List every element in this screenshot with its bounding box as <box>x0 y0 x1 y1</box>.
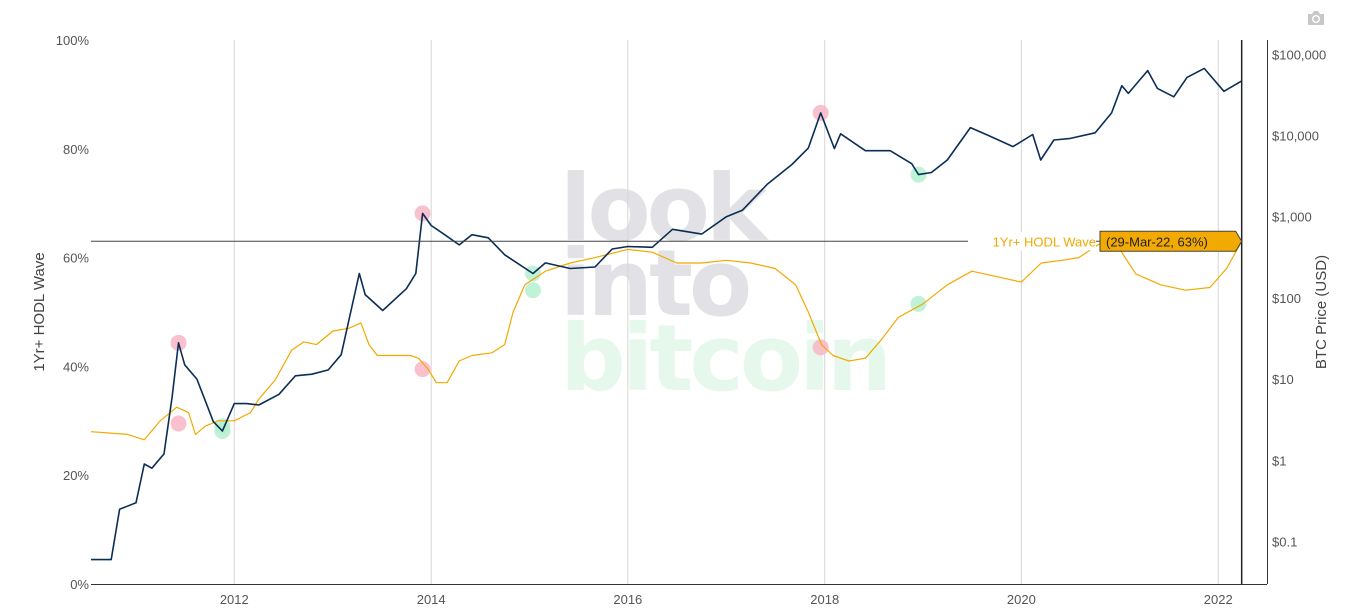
y-right-tick-label: $100,000 <box>1272 47 1326 62</box>
camera-icon[interactable] <box>1306 9 1326 27</box>
y-right-tick-label: $0.1 <box>1272 535 1297 550</box>
wave-peak-marker <box>414 361 431 378</box>
hover-tooltip: (29-Mar-22, 63%) <box>1099 230 1243 252</box>
series-layer <box>90 67 1243 561</box>
y-left-tick-labels: 0% 20% 40% 60% 80% 100% <box>56 33 90 592</box>
y-right-axis-title: BTC Price (USD) <box>1313 255 1330 369</box>
watermark-line-3: bitcoin <box>560 305 888 412</box>
watermark-line-1: look <box>560 155 769 262</box>
cycle-markers <box>170 104 927 439</box>
hodl-wave-line <box>90 240 1243 441</box>
x-gridlines <box>233 40 1219 584</box>
y-left-tick-label: 100% <box>56 33 90 48</box>
x-tick-label: 2020 <box>1007 592 1036 607</box>
x-tick-label: 2014 <box>417 592 446 607</box>
y-left-tick-label: 0% <box>70 577 89 592</box>
y-right-tick-label: $10 <box>1272 372 1294 387</box>
hover-label-plate <box>968 232 1096 251</box>
wave-bottom-marker <box>525 282 542 299</box>
y-left-axis-title: 1Yr+ HODL Wave <box>31 252 48 371</box>
y-right-tick-labels: $0.1 $1 $10 $100 $1,000 $10,000 $100,000 <box>1272 47 1326 549</box>
wave-peak-marker <box>170 415 187 432</box>
watermark-line-2: into <box>560 230 749 337</box>
y-left-tick-label: 40% <box>63 359 89 374</box>
hover-tooltip-box <box>1099 230 1243 252</box>
x-tick-label: 2016 <box>613 592 642 607</box>
x-tick-label: 2018 <box>810 592 839 607</box>
y-right-tick-label: $1,000 <box>1272 210 1312 225</box>
btc-price-line <box>91 67 1243 561</box>
y-right-tick-label: $1 <box>1272 453 1286 468</box>
y-right-tick-label: $10,000 <box>1272 129 1319 144</box>
wave-peak-marker <box>812 339 829 356</box>
x-tick-labels: 2012 2014 2016 2018 2020 2022 <box>220 592 1233 607</box>
y-left-tick-label: 60% <box>63 251 89 266</box>
y-right-tick-label: $100 <box>1272 291 1301 306</box>
y-left-tick-label: 20% <box>63 468 89 483</box>
hover-series-label: 1Yr+ HODL Wave <box>993 234 1096 249</box>
y-left-tick-label: 80% <box>63 142 89 157</box>
x-tick-label: 2022 <box>1204 592 1233 607</box>
hover-layer: 1Yr+ HODL Wave (29-Mar-22, 63%) <box>91 40 1243 584</box>
watermark: look into bitcoin <box>560 155 892 412</box>
axes <box>91 40 1268 585</box>
x-tick-label: 2012 <box>220 592 249 607</box>
hover-tooltip-text: (29-Mar-22, 63%) <box>1106 234 1208 249</box>
